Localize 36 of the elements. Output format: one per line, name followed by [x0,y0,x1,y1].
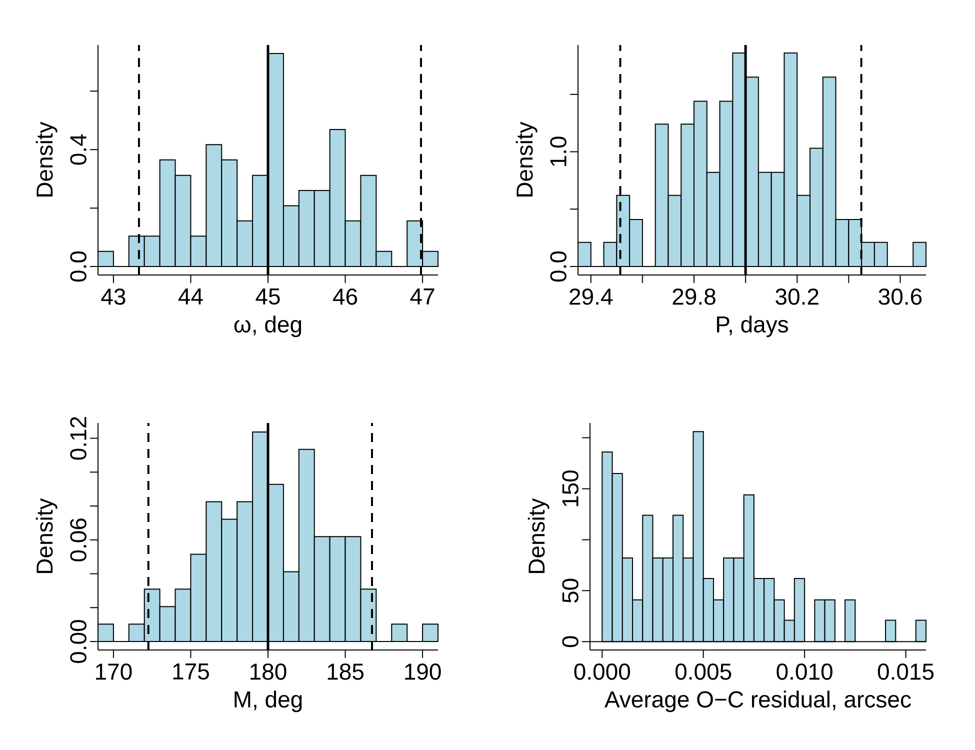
y-tick-label: 1.0 [550,136,566,166]
x-tick-label: 44 [178,288,203,304]
x-tick-label: 30.6 [878,288,922,305]
x-tick-label: 29.4 [570,288,613,305]
x-tick-label: 29.8 [672,288,716,305]
y-tick-label: 0.12 [70,417,86,460]
y-axis-title: Density [528,498,550,573]
x-tick-label: 43 [101,288,126,305]
y-tick-label: 0.00 [70,620,86,664]
x-tick-label: 47 [410,288,434,304]
x-tick-label: 0.010 [776,664,832,680]
x-tick-label: 0.005 [675,664,732,680]
x-tick-label: 0.015 [878,664,934,680]
x-axis-title: ω, deg [234,316,302,338]
x-axis-title: P, days [717,316,788,338]
x-tick-label: 190 [405,664,441,680]
x-tick-label: 45 [256,288,280,305]
x-tick-label: 185 [328,664,364,680]
x-tick-label: 0.000 [574,664,630,680]
y-tick-label: 0.4 [70,134,86,165]
x-tick-label: 180 [250,664,286,680]
y-tick-label: 0.0 [550,251,566,282]
y-tick-label: 0.06 [70,518,86,562]
y-tick-label: 150 [562,470,578,506]
x-tick-label: 46 [333,288,358,305]
x-tick-label: 170 [96,664,132,680]
y-tick-label: 50 [562,578,578,603]
y-axis-title: Density [36,122,58,196]
x-tick-label: 30.2 [776,288,818,305]
y-tick-label: 0 [562,636,578,648]
x-axis-title: Average O−C residual, arcsec [604,690,911,712]
x-tick-label: 175 [173,664,209,680]
y-axis-title: Density [516,122,538,196]
x-axis-title: M, deg [234,690,302,712]
y-tick-label: 0.0 [70,251,86,282]
y-axis-title: Density [36,498,58,573]
